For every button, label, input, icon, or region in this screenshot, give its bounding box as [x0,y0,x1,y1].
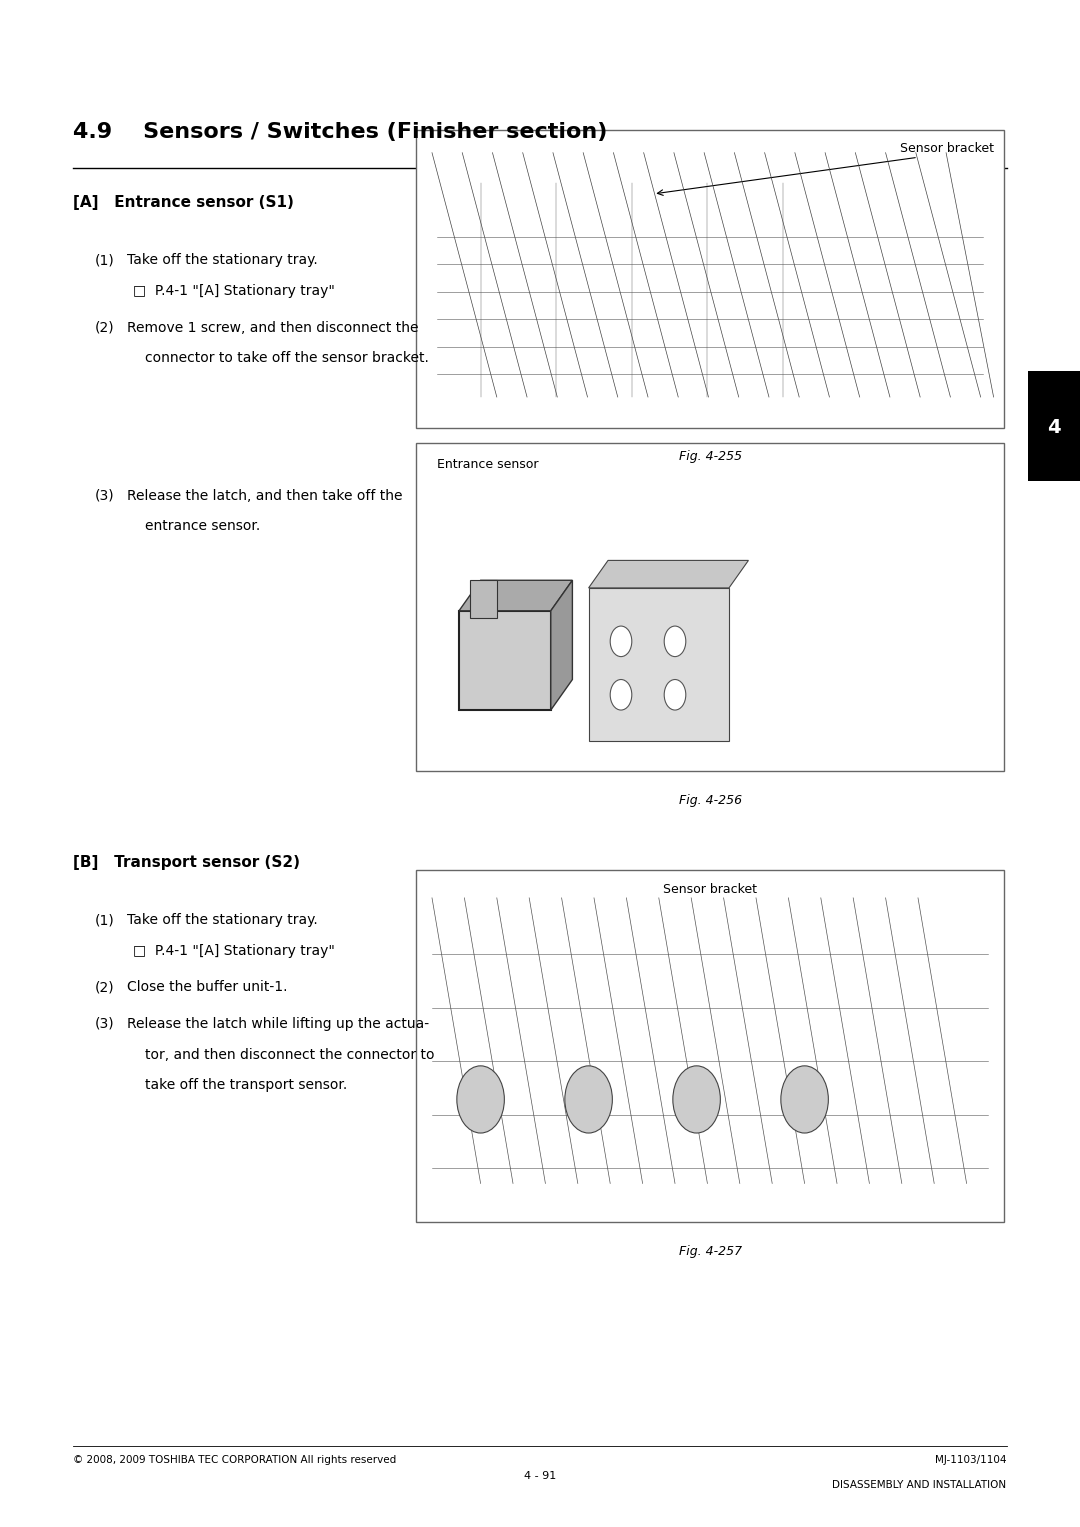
Text: (2): (2) [95,980,114,994]
Text: Entrance sensor: Entrance sensor [437,458,539,472]
Text: 4.9    Sensors / Switches (Finisher section): 4.9 Sensors / Switches (Finisher section… [73,122,608,142]
Text: [A]   Entrance sensor (S1): [A] Entrance sensor (S1) [73,195,295,211]
Text: Take off the stationary tray.: Take off the stationary tray. [127,253,319,267]
Text: Close the buffer unit-1.: Close the buffer unit-1. [127,980,288,994]
Text: □  P.4-1 "[A] Stationary tray": □ P.4-1 "[A] Stationary tray" [133,944,335,957]
Text: DISASSEMBLY AND INSTALLATION: DISASSEMBLY AND INSTALLATION [833,1480,1007,1490]
Circle shape [610,680,632,710]
Text: □  P.4-1 "[A] Stationary tray": □ P.4-1 "[A] Stationary tray" [133,284,335,298]
Text: 4: 4 [1048,418,1061,437]
Text: [B]   Transport sensor (S2): [B] Transport sensor (S2) [73,855,300,870]
Text: (1): (1) [95,913,114,927]
Bar [470,580,497,618]
Text: tor, and then disconnect the connector to: tor, and then disconnect the connector t… [145,1048,434,1061]
Text: entrance sensor.: entrance sensor. [145,519,260,533]
Circle shape [664,626,686,657]
Text: connector to take off the sensor bracket.: connector to take off the sensor bracket… [145,351,429,365]
Text: Fig. 4-257: Fig. 4-257 [678,1245,742,1258]
Text: © 2008, 2009 TOSHIBA TEC CORPORATION All rights reserved: © 2008, 2009 TOSHIBA TEC CORPORATION All… [73,1455,396,1466]
Bar [416,130,1004,428]
Text: Sensor bracket: Sensor bracket [900,142,994,156]
Text: 4 - 91: 4 - 91 [524,1471,556,1481]
Polygon shape [551,580,572,710]
Circle shape [664,680,686,710]
Text: Release the latch while lifting up the actua-: Release the latch while lifting up the a… [127,1017,430,1031]
Text: Fig. 4-256: Fig. 4-256 [678,794,742,808]
Bar [589,588,729,741]
Text: (3): (3) [95,489,114,502]
Text: Remove 1 screw, and then disconnect the: Remove 1 screw, and then disconnect the [127,321,419,334]
Polygon shape [589,560,748,588]
Text: take off the transport sensor.: take off the transport sensor. [145,1078,347,1092]
Bar [459,611,551,710]
Text: (3): (3) [95,1017,114,1031]
Bar [416,443,1004,771]
Text: Fig. 4-255: Fig. 4-255 [678,450,742,464]
Circle shape [610,626,632,657]
Circle shape [565,1066,612,1133]
Text: (2): (2) [95,321,114,334]
Polygon shape [459,580,572,611]
Text: Release the latch, and then take off the: Release the latch, and then take off the [127,489,403,502]
Circle shape [781,1066,828,1133]
Text: Take off the stationary tray.: Take off the stationary tray. [127,913,319,927]
Bar [416,870,1004,1222]
Text: (1): (1) [95,253,114,267]
Bar [1028,371,1080,481]
Text: Sensor bracket: Sensor bracket [663,883,757,896]
Text: MJ-1103/1104: MJ-1103/1104 [935,1455,1007,1466]
Circle shape [673,1066,720,1133]
Circle shape [457,1066,504,1133]
